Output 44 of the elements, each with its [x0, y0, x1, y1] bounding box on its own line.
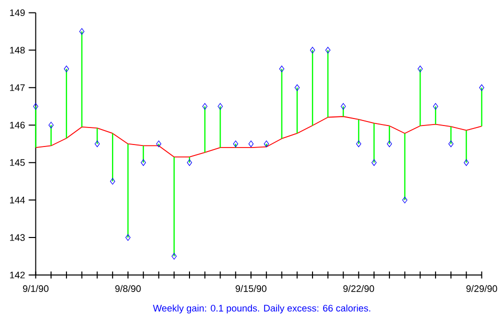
y-tick-label: 147 [10, 84, 25, 91]
point [64, 66, 69, 72]
point [248, 140, 254, 148]
point [418, 66, 423, 72]
point [172, 252, 177, 260]
point [294, 84, 300, 91]
y-tick-label: 148 [10, 46, 25, 54]
point [402, 196, 408, 204]
point [186, 159, 192, 166]
point [386, 140, 392, 148]
point [433, 103, 438, 110]
point [325, 46, 330, 54]
x-tick-label: 9/1/90 [22, 285, 48, 292]
point [479, 84, 484, 91]
y-tick-label: 146 [10, 122, 25, 128]
point [33, 103, 38, 110]
y-tick-label: 144 [10, 196, 25, 204]
y-tick-label: 142 [10, 272, 25, 278]
y-tick-label: 145 [10, 159, 25, 166]
x-tick-label: 9/22/90 [343, 285, 374, 292]
point [464, 159, 469, 166]
x-tick-label: 9/29/90 [466, 285, 498, 292]
point [110, 178, 116, 185]
point [125, 234, 131, 241]
point [372, 159, 377, 166]
point [356, 140, 362, 148]
point [202, 103, 208, 110]
point [79, 28, 84, 35]
point [448, 140, 454, 148]
point [233, 140, 238, 148]
point [48, 122, 54, 128]
point [94, 140, 100, 148]
point [310, 46, 316, 54]
point [340, 103, 346, 110]
point [264, 140, 269, 148]
y-tick-label: 149 [10, 9, 25, 16]
point [156, 140, 162, 148]
point [279, 66, 284, 72]
x-tick-label: 9/15/90 [236, 285, 266, 292]
point [140, 159, 146, 166]
y-tick-label: 143 [10, 234, 25, 241]
text: Weekly gain: 0.1 pounds. Daily excess: 66 calories. [152, 304, 370, 314]
x-tick-label: 9/8/90 [115, 285, 141, 292]
point [218, 103, 223, 110]
